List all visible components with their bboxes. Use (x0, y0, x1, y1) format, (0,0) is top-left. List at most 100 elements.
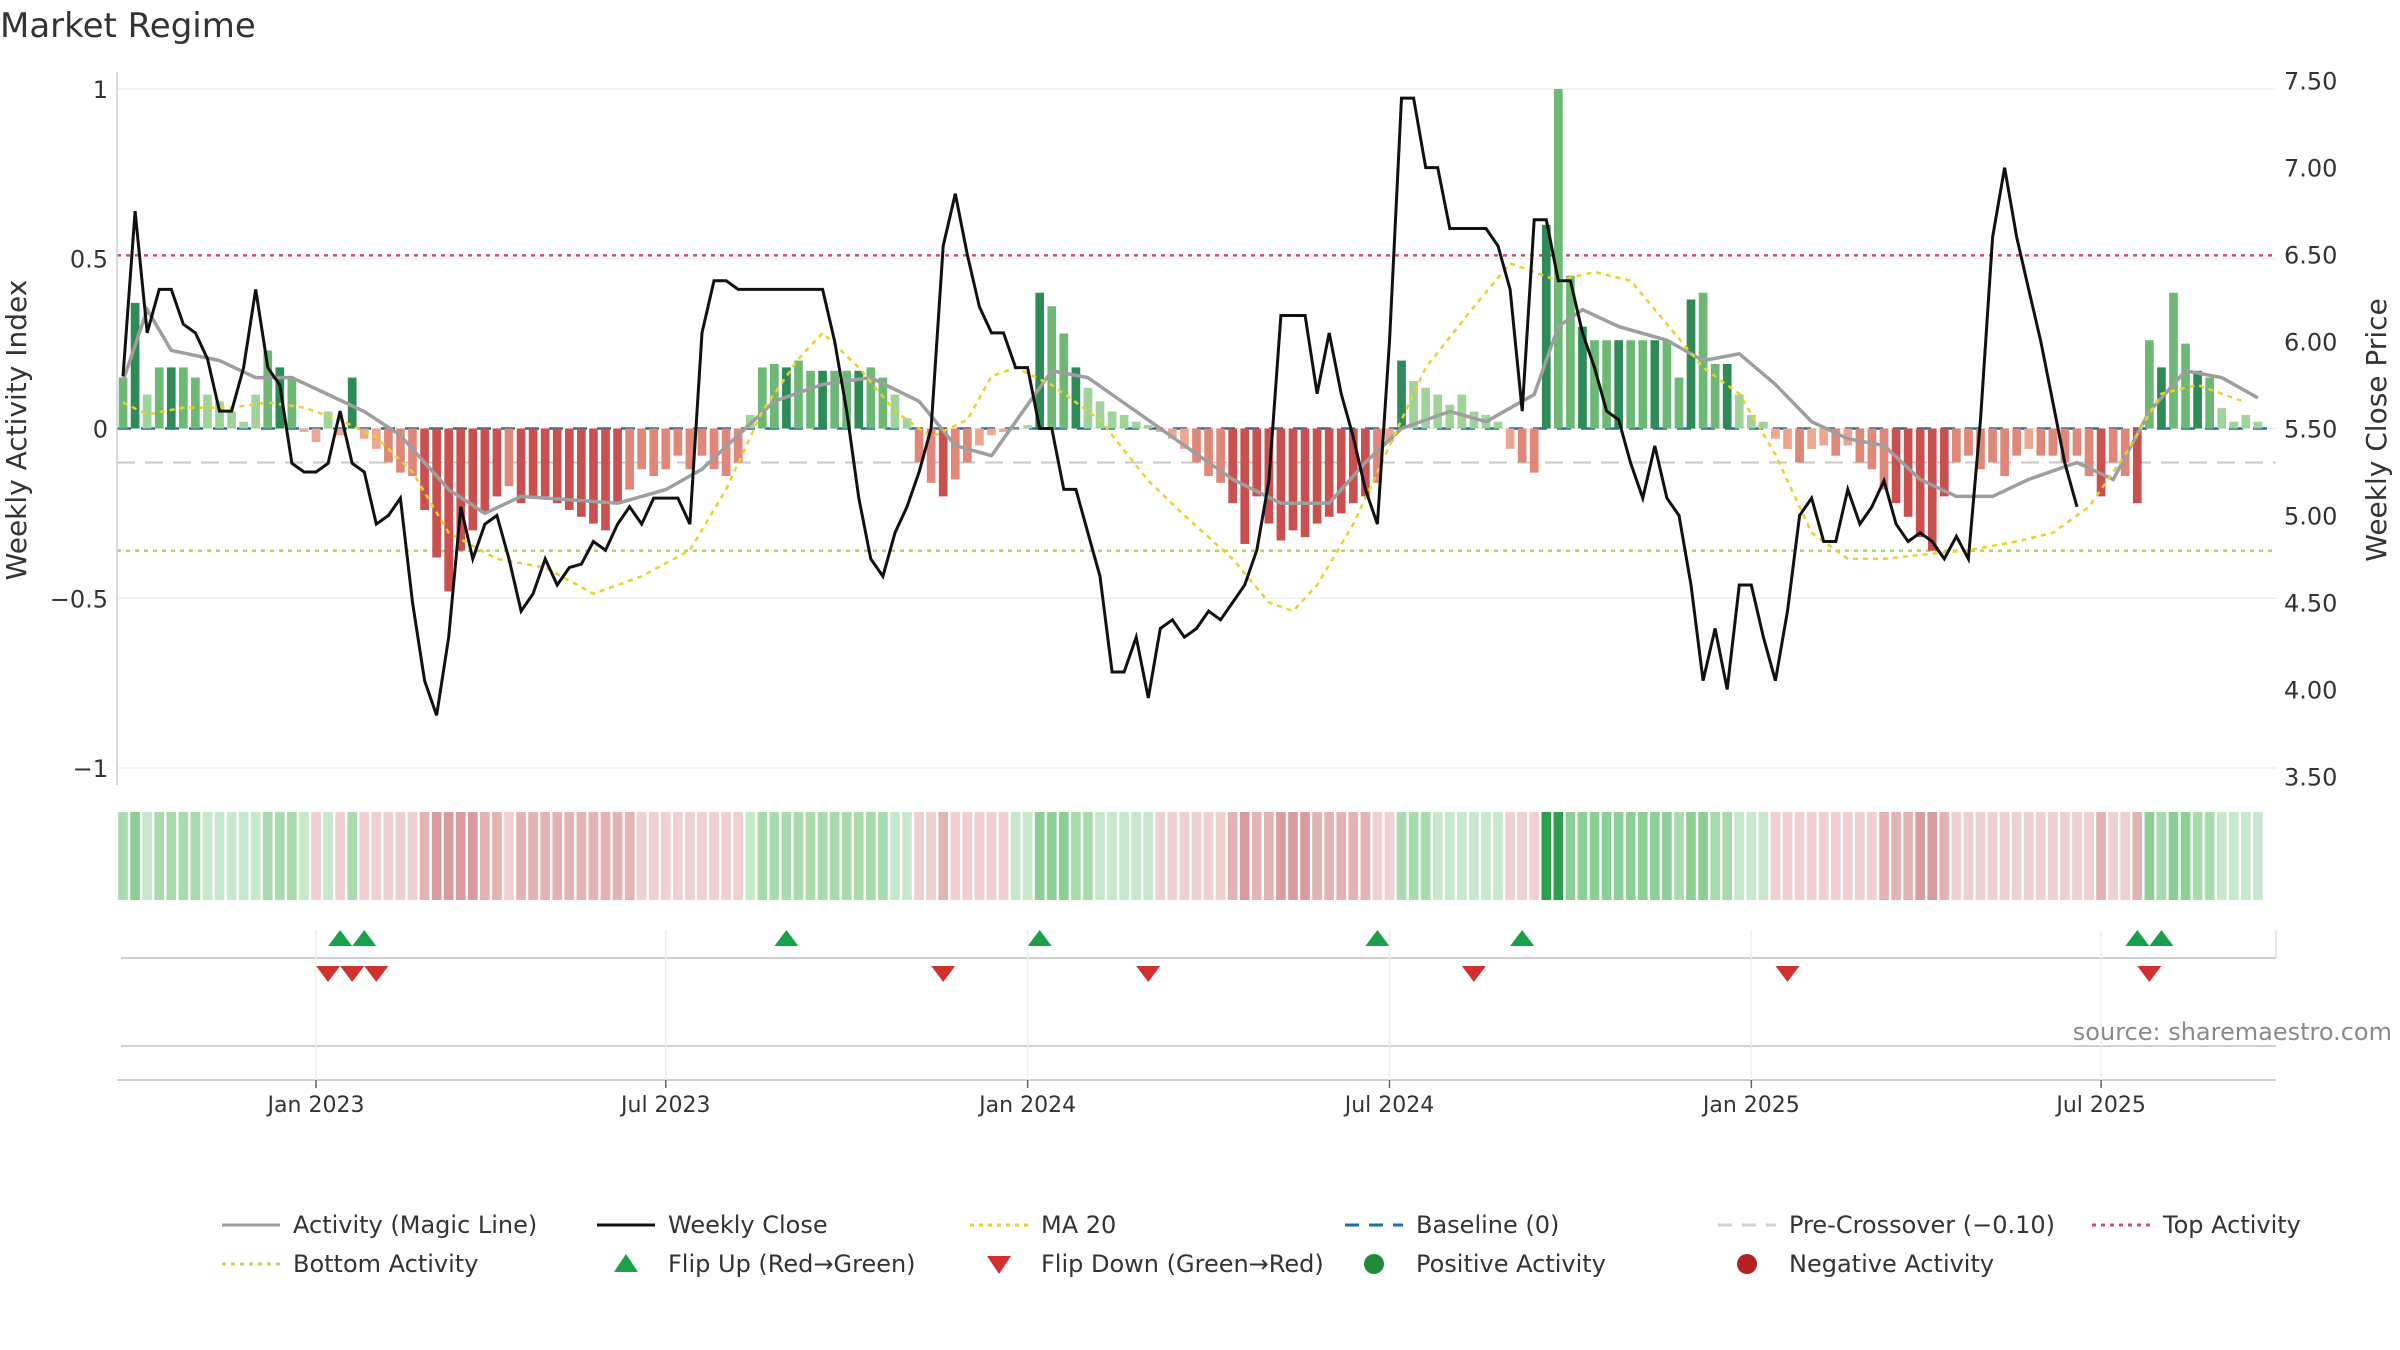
regime-strip-cell (275, 812, 285, 900)
right-tick-label: 4.00 (2284, 676, 2337, 704)
legend-label: Bottom Activity (293, 1250, 478, 1278)
activity-bar (1204, 428, 1213, 477)
activity-bar (902, 418, 912, 429)
regime-strip-cell (1227, 812, 1238, 900)
left-tick-label: −1 (73, 755, 108, 783)
regime-strip-cell (1469, 812, 1479, 900)
regime-strip-cell (214, 812, 225, 900)
activity-bar (2060, 428, 2070, 463)
regime-strip-cell (1517, 812, 1527, 900)
flip-down-marker (2137, 966, 2162, 982)
activity-bar (1276, 428, 1286, 541)
activity-bar (962, 428, 972, 463)
activity-bar (1505, 428, 1515, 449)
activity-bar (1541, 224, 1551, 429)
activity-bar (661, 428, 671, 470)
activity-bar (999, 428, 1008, 432)
activity-bar (1674, 377, 1684, 429)
regime-strip-cell (902, 812, 912, 900)
regime-strip-cell (2023, 812, 2034, 900)
activity-bar (2084, 428, 2094, 477)
regime-strip-cell (1927, 812, 1938, 900)
regime-strip-cell (2216, 812, 2227, 900)
activity-bar (577, 428, 586, 517)
regime-strip-cell (540, 812, 551, 900)
regime-strip-cell (660, 812, 671, 900)
activity-bar (2048, 428, 2058, 456)
activity-bar (1662, 340, 1672, 429)
regime-strip-cell (1698, 812, 1708, 900)
regime-strip-cell (202, 812, 213, 900)
series-lines (121, 96, 2259, 716)
activity-bar (432, 428, 441, 558)
regime-strip-cell (166, 812, 177, 900)
regime-strip-cell (335, 812, 345, 900)
activity-bar (1939, 428, 1949, 497)
regime-strip-cell (648, 812, 659, 900)
regime-strip-cell (697, 812, 707, 900)
x-axis: Jan 2023 Jul 2023 Jan 2024 Jul 2024 Jan 2025… (117, 930, 2276, 1118)
regime-strip-cell (624, 812, 635, 900)
regime-strip-cell (1770, 812, 1781, 900)
regime-strip-cell (853, 812, 864, 900)
activity-bar (516, 428, 526, 504)
activity-bar (1807, 428, 1816, 449)
regime-strip-cell (600, 812, 611, 900)
regime-strip-cell (1107, 812, 1117, 900)
legend-swatch (987, 1256, 1011, 1274)
x-tick-label: Jul 2023 (619, 1093, 711, 1118)
activity-bar (1867, 428, 1877, 470)
regime-strip-cell (118, 812, 128, 900)
legend-item: Pre-Crossover (−0.10) (1718, 1211, 2055, 1239)
regime-strip-cell (1806, 812, 1817, 900)
activity-bar (456, 428, 466, 551)
activity-bar (1638, 340, 1648, 429)
regime-strip-cell (142, 812, 152, 900)
regime-strip-cell (455, 812, 466, 900)
regime-strip-cell (769, 812, 780, 900)
regime-strip-cell (1420, 812, 1431, 900)
regime-strip-cell (1408, 812, 1419, 900)
right-tick-label: 7.50 (2284, 68, 2337, 96)
regime-strip-cell (1083, 812, 1093, 900)
activity-bar (1324, 428, 1334, 517)
activity-bar (1252, 428, 1262, 497)
activity-bar (733, 428, 743, 463)
activity-bar (2036, 428, 2046, 456)
flip-up-marker (1510, 930, 1535, 946)
regime-strip-cell (1239, 812, 1250, 900)
regime-strip-cell (781, 812, 792, 900)
regime-strip-cell (371, 812, 382, 900)
regime-strip-cell (2084, 812, 2094, 900)
activity-bar (1590, 340, 1599, 429)
regime-strip-cell (1481, 812, 1491, 900)
x-tick-label: Jul 2025 (2054, 1093, 2146, 1118)
activity-bar (335, 428, 345, 436)
regime-strip-cell (1867, 812, 1877, 900)
activity-bar (1071, 367, 1081, 429)
activity-bar (2108, 428, 2118, 463)
activity-bar (311, 428, 321, 443)
activity-bar (1385, 428, 1394, 443)
regime-strip-cell (130, 812, 140, 900)
regime-strip-cell (1095, 812, 1105, 900)
activity-bar (987, 428, 996, 436)
regime-strip-cell (1637, 812, 1648, 900)
activity-bar (1746, 414, 1756, 429)
regime-strip-cell (1288, 812, 1298, 900)
left-tick-label: −0.5 (50, 585, 108, 613)
right-tick-label: 7.00 (2284, 155, 2337, 183)
activity-bar (1168, 428, 1177, 439)
regime-strip-cell (1167, 812, 1178, 900)
activity-bar (1879, 428, 1889, 490)
activity-bar (1566, 275, 1575, 429)
activity-bar (914, 428, 924, 463)
regime-strip-cell (1903, 812, 1913, 900)
activity-bar (1433, 394, 1443, 429)
regime-strip-cell (1782, 812, 1793, 900)
regime-strip-cell (262, 812, 273, 900)
activity-bar (287, 377, 297, 429)
regime-strip-cell (2096, 812, 2106, 900)
activity-bar (2012, 428, 2022, 456)
regime-strip-cell (636, 812, 647, 900)
